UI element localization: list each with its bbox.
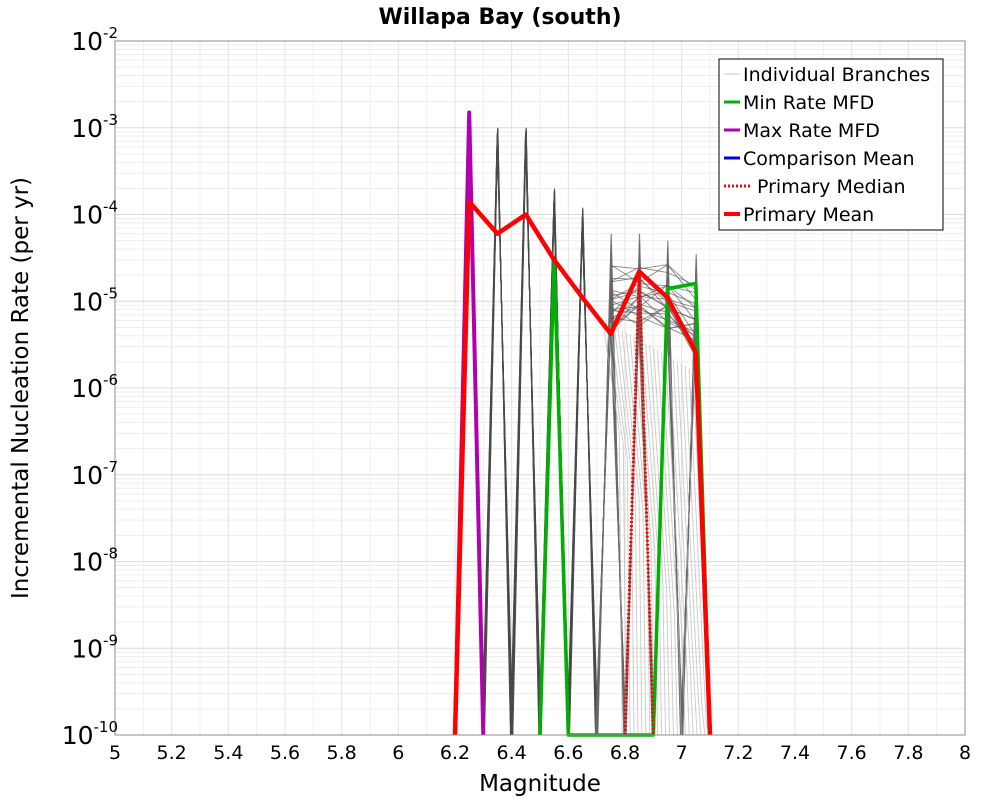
y-axis-ticks: 10-10 10-9 10-8 10-7 10-6 10-5 10-4 10-3 10-2: [62, 24, 118, 750]
branch-line: [610, 264, 697, 291]
x-axis-ticks: 5 5.2 5.4 5.6 5.8 6 6.2 6.4 6.6 6.8 7 7.2 7.4 7.6 7.8 8: [109, 742, 971, 764]
branch-line: [568, 207, 597, 736]
y-tick-label: 10-4: [71, 198, 118, 230]
y-tick-label: 10-2: [71, 24, 118, 56]
branch-line: [653, 347, 674, 736]
legend-label: Primary Mean: [743, 204, 874, 226]
branch-line: [680, 363, 702, 736]
branch-line: [610, 289, 696, 320]
y-tick-label: 10-3: [71, 111, 118, 143]
branch-line: [512, 127, 540, 736]
x-tick-label: 5.2: [157, 742, 187, 764]
x-axis-label: Magnitude: [479, 771, 601, 797]
legend-label: Min Rate MFD: [743, 92, 874, 114]
legend-label: Individual Branches: [743, 64, 930, 86]
branch-line: [676, 361, 698, 736]
series-primary-mean: [452, 199, 713, 736]
x-tick-label: 5: [109, 742, 121, 764]
branch-line: [625, 332, 647, 736]
branch-line: [672, 359, 694, 736]
x-tick-label: 5.8: [327, 742, 357, 764]
y-tick-label: 10-8: [71, 545, 118, 577]
branch-line: [613, 325, 635, 736]
branch-line: [605, 320, 627, 736]
x-tick-label: 8: [959, 742, 971, 764]
y-tick-label: 10-7: [71, 458, 118, 490]
x-tick-label: 5.4: [213, 742, 243, 764]
legend-label: Max Rate MFD: [743, 120, 880, 142]
x-tick-label: 7.8: [893, 742, 923, 764]
y-tick-label: 10-6: [71, 371, 118, 403]
branch-line: [645, 343, 666, 736]
y-tick-label: 10-9: [71, 631, 118, 663]
legend: Individual Branches Min Rate MFD Max Rate …: [718, 58, 944, 231]
y-axis-label: Incremental Nucleation Rate (per yr): [8, 177, 34, 599]
x-tick-label: 6.2: [440, 742, 470, 764]
branch-line: [617, 327, 639, 736]
x-tick-label: 5.6: [270, 742, 300, 764]
branch-line: [684, 366, 706, 736]
x-tick-label: 6.4: [497, 742, 527, 764]
branch-line: [610, 264, 697, 300]
x-tick-label: 7.6: [837, 742, 867, 764]
chart-title: Willapa Bay (south): [378, 5, 621, 30]
branch-line: [610, 277, 696, 312]
x-tick-label: 7.2: [723, 742, 753, 764]
branch-line: [664, 354, 686, 736]
y-tick-label: 10-10: [62, 718, 118, 750]
branch-line: [601, 318, 623, 736]
legend-label: Comparison Mean: [743, 148, 915, 170]
branch-line: [649, 345, 670, 736]
x-tick-label: 7: [676, 742, 688, 764]
legend-label: Primary Median: [757, 176, 906, 198]
x-tick-label: 6.6: [553, 742, 583, 764]
branch-line: [661, 352, 682, 736]
x-tick-label: 7.4: [780, 742, 810, 764]
legend-box: [718, 58, 944, 231]
x-tick-label: 6: [392, 742, 404, 764]
branch-line: [483, 127, 512, 736]
series-primary-median: [623, 270, 655, 736]
x-tick-label: 6.8: [610, 742, 640, 764]
branch-line: [668, 357, 690, 736]
branch-line: [621, 329, 643, 736]
branch-line: [597, 233, 625, 736]
y-tick-label: 10-5: [71, 284, 118, 316]
branch-line: [610, 267, 696, 286]
plot-border: [114, 40, 966, 736]
